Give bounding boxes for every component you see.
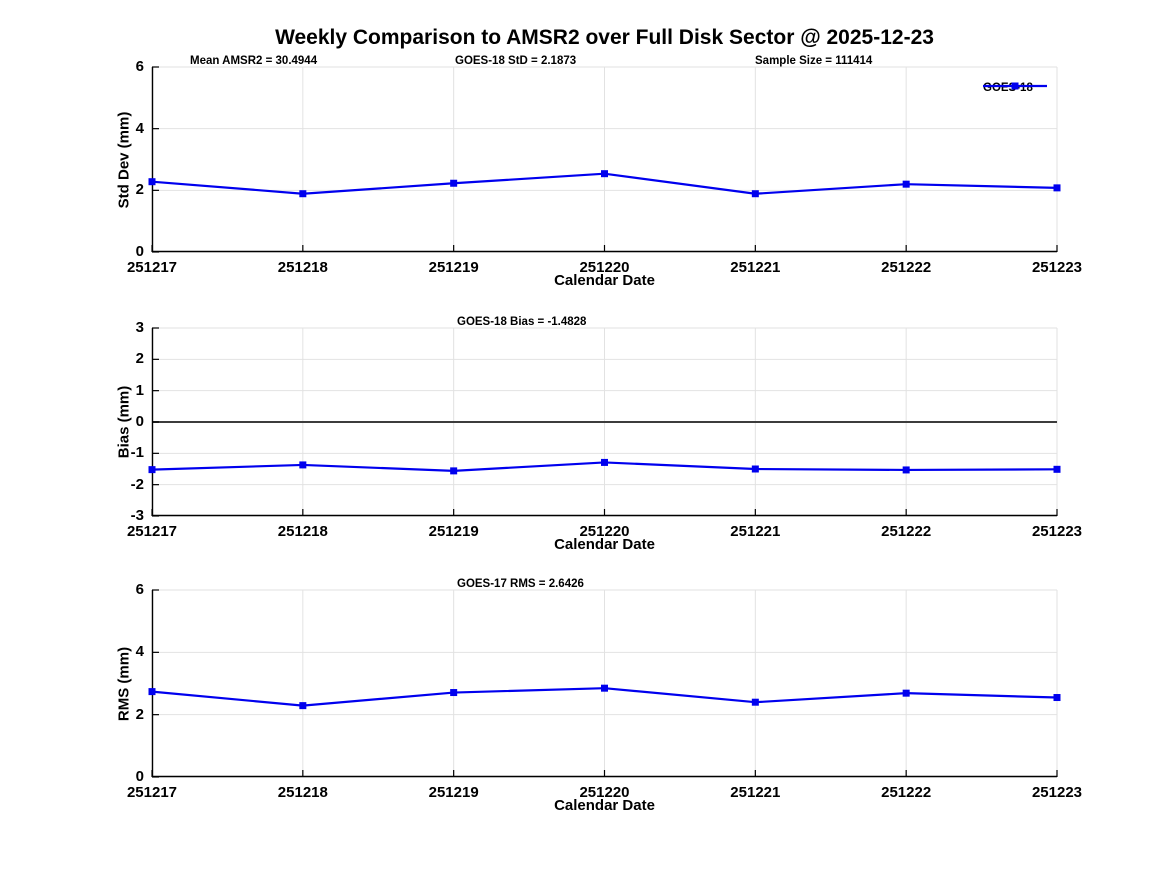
bias-x-tick-label: 251221 — [730, 523, 781, 540]
figure-title: Weekly Comparison to AMSR2 over Full Dis… — [275, 26, 934, 49]
rms-x-tick-label: 251222 — [881, 784, 932, 801]
std-dev-subplot: Std Dev (mm) Calendar Date GOES-18 25121… — [116, 55, 1083, 289]
bias-x-tick-label: 251223 — [1031, 523, 1083, 540]
bias-x-tick-label: 251222 — [881, 523, 932, 540]
bias-y-tick-label: -2 — [130, 475, 144, 493]
bias-x-axis-label: Calendar Date — [554, 536, 655, 553]
bias-x-tick-label: 251218 — [277, 523, 328, 540]
rms-x-tick-label: 251217 — [126, 784, 178, 801]
bias-x-tick-label: 251219 — [428, 523, 479, 540]
rms-subplot: RMS (mm) Calendar Date 251217 251218 25121… — [116, 578, 1083, 814]
rms-annotation: GOES-17 RMS = 2.6426 — [457, 578, 584, 590]
rms-y-tick-label: 4 — [135, 643, 144, 661]
legend: GOES-18 — [983, 81, 1047, 95]
bias-y-tick-label: 0 — [135, 413, 144, 430]
std-dev-x-tick-label: 251217 — [126, 259, 178, 276]
std-dev-annotation: GOES-18 StD = 2.1873 — [455, 55, 577, 67]
rms-x-tick-label: 251218 — [277, 784, 328, 801]
std-dev-y-tick-label: 2 — [135, 181, 144, 199]
bias-y-tick-label: -1 — [130, 444, 144, 462]
bias-y-tick-label: 3 — [135, 319, 144, 336]
std-dev-y-tick-label: 4 — [135, 119, 144, 137]
rms-x-tick-label: 251223 — [1031, 784, 1083, 801]
std-dev-annotation: Mean AMSR2 = 30.4944 — [190, 55, 318, 67]
bias-y-tick-label: -3 — [130, 507, 144, 524]
bias-annotation: GOES-18 Bias = -1.4828 — [457, 316, 587, 328]
std-dev-x-tick-label: 251220 — [579, 259, 630, 276]
rms-x-tick-label: 251219 — [428, 784, 479, 801]
std-dev-y-tick-label: 0 — [135, 243, 144, 260]
std-dev-x-tick-label: 251223 — [1031, 259, 1083, 276]
bias-plot-canvas — [148, 327, 1061, 517]
std-dev-y-tick-label: 6 — [135, 58, 144, 75]
std-dev-plot-canvas — [148, 66, 1061, 253]
rms-y-tick-label: 2 — [135, 705, 144, 723]
std-dev-x-tick-label: 251221 — [730, 259, 781, 276]
bias-y-tick-label: 2 — [135, 350, 144, 368]
rms-y-tick-label: 0 — [135, 768, 144, 785]
bias-y-tick-label: 1 — [135, 381, 144, 399]
std-dev-x-axis-label: Calendar Date — [554, 272, 655, 289]
rms-plot-canvas — [148, 589, 1061, 778]
rms-y-tick-label: 6 — [135, 581, 144, 598]
std-dev-x-tick-label: 251219 — [428, 259, 479, 276]
rms-x-tick-label: 251221 — [730, 784, 781, 801]
std-dev-x-tick-label: 251222 — [881, 259, 932, 276]
bias-x-tick-label: 251217 — [126, 523, 178, 540]
std-dev-x-tick-label: 251218 — [277, 259, 328, 276]
rms-x-axis-label: Calendar Date — [554, 797, 655, 814]
rms-x-tick-label: 251220 — [579, 784, 630, 801]
std-dev-annotation: Sample Size = 111414 — [755, 55, 873, 67]
bias-subplot: Bias (mm) Calendar Date 251217 251218 2512… — [116, 316, 1083, 553]
bias-x-tick-label: 251220 — [579, 523, 630, 540]
legend-line-sample — [983, 82, 1047, 90]
